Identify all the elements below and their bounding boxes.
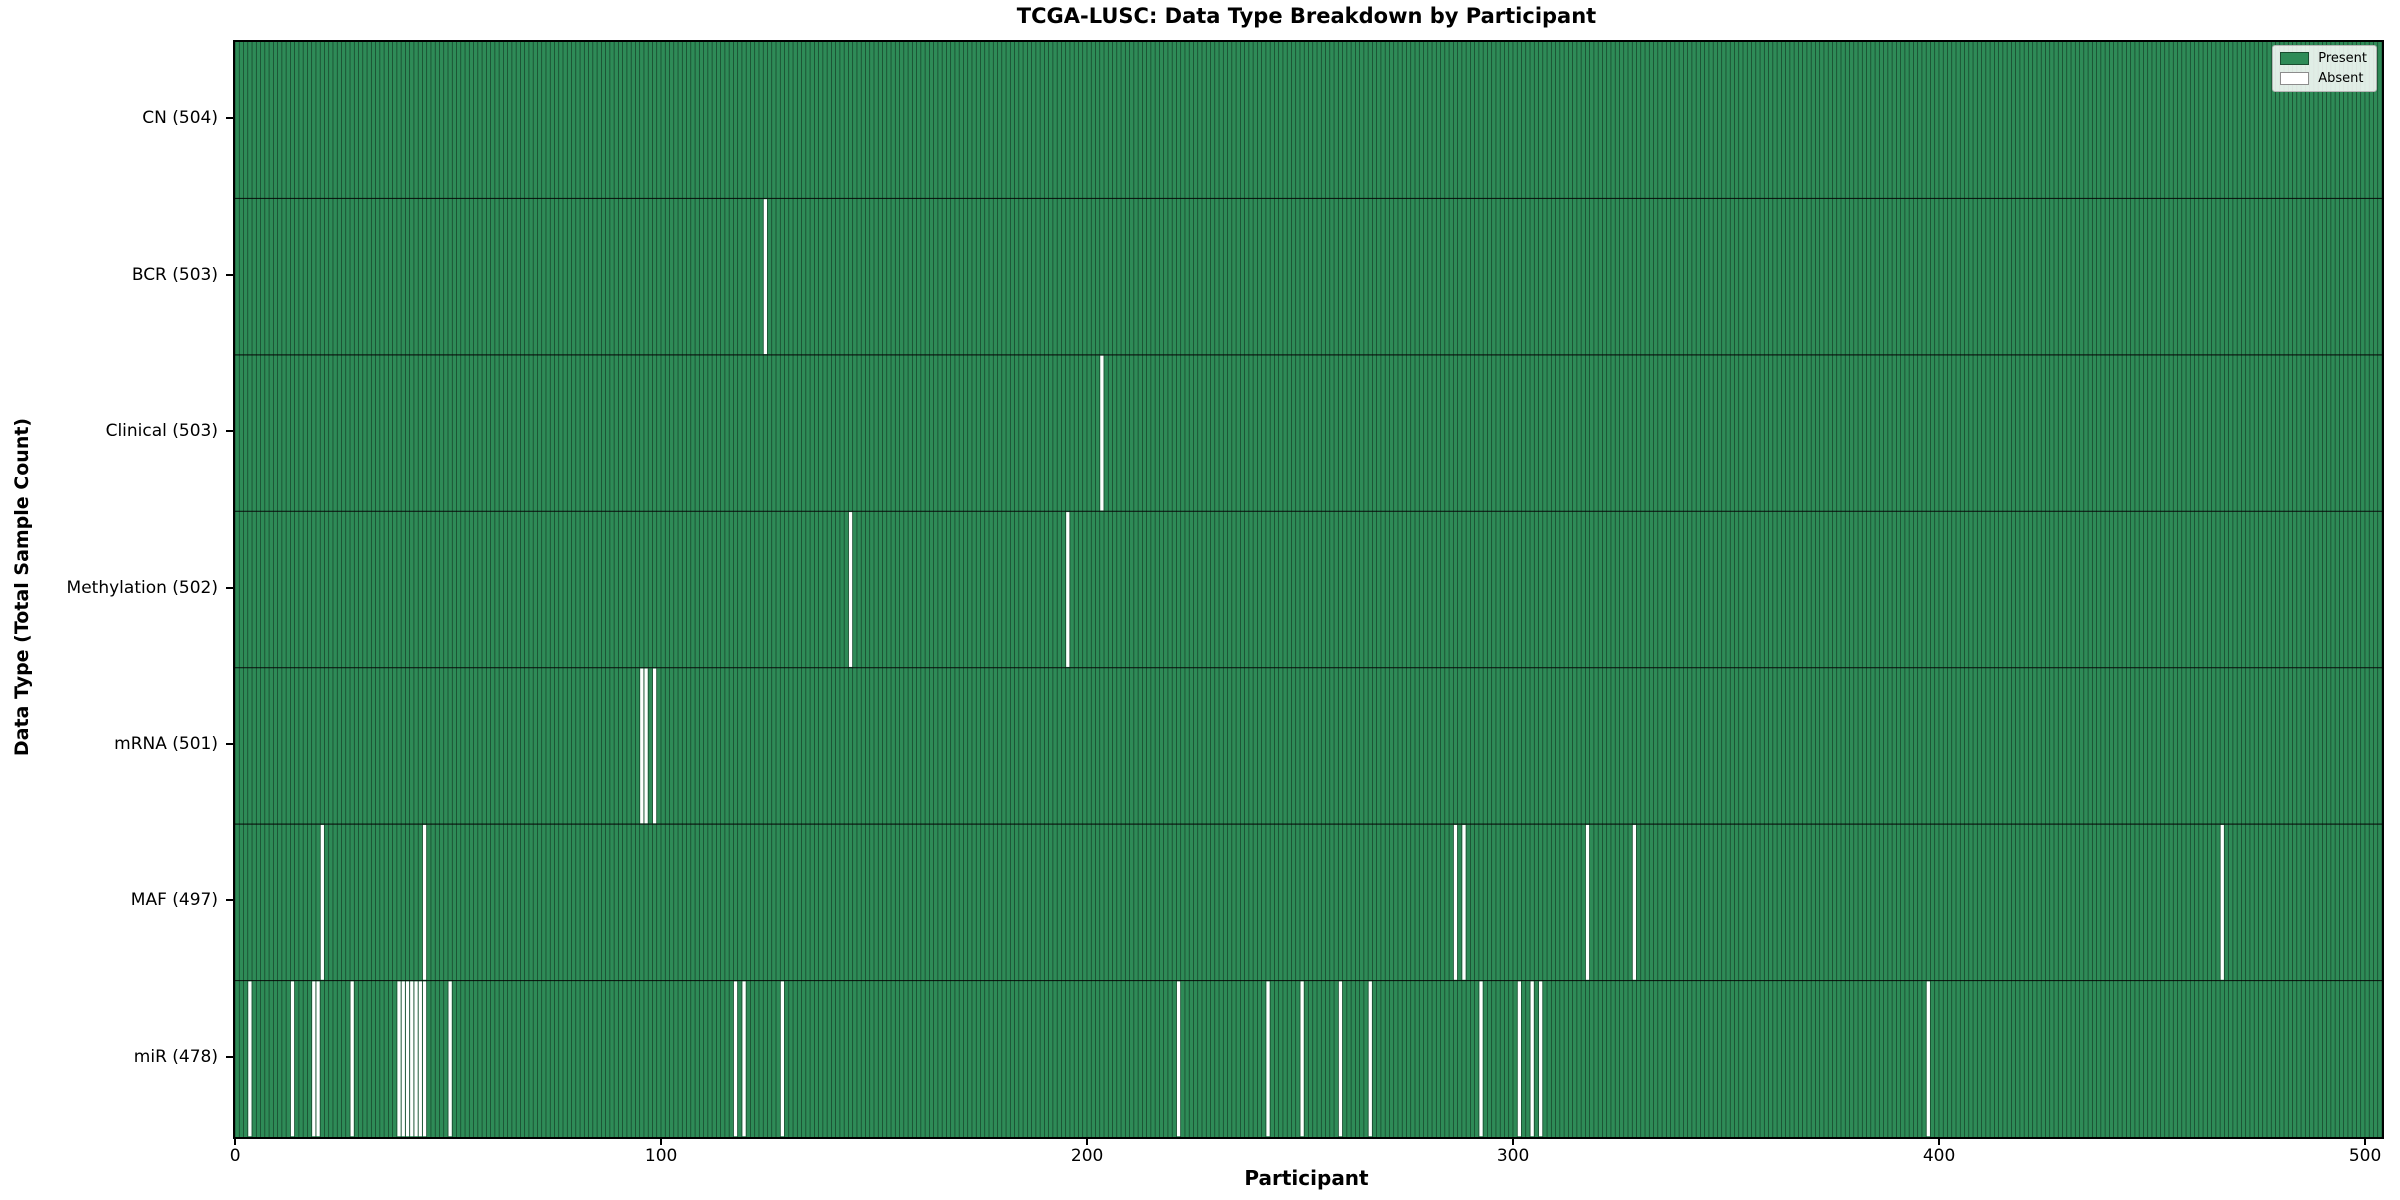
absent-bar <box>733 981 738 1137</box>
legend: Present Absent <box>2272 45 2377 92</box>
x-tick-label-400: 400 <box>1922 1146 1956 1166</box>
present-swatch-icon <box>2280 52 2310 65</box>
absent-bar <box>312 981 316 1137</box>
y-tick-mark <box>226 899 234 902</box>
absent-bar <box>350 981 354 1137</box>
absent-bar <box>763 199 767 355</box>
absent-bar <box>248 981 252 1137</box>
plot-area: Present Absent <box>233 40 2384 1139</box>
absent-bar <box>448 981 452 1137</box>
absent-bar <box>1539 981 1543 1137</box>
x-axis-label: Participant <box>1244 1166 1369 1190</box>
absent-bar <box>640 668 644 824</box>
y-tick-label-Methylation: Methylation (502) <box>66 577 218 598</box>
chart-title: TCGA-LUSC: Data Type Breakdown by Partic… <box>1016 4 1597 28</box>
absent-bar <box>1300 981 1304 1137</box>
absent-bar <box>1462 824 1466 980</box>
absent-bar <box>418 981 422 1137</box>
absent-bar <box>1585 824 1590 980</box>
bar-edges <box>235 667 2382 825</box>
y-tick-label-Clinical: Clinical (503) <box>105 421 218 442</box>
absent-bar <box>320 824 324 980</box>
absent-bar <box>1066 512 1070 667</box>
y-tick-mark <box>226 742 234 745</box>
absent-bar <box>1926 981 1930 1137</box>
x-tick-label-100: 100 <box>644 1146 678 1166</box>
x-tick-mark <box>660 1137 663 1145</box>
absent-bar <box>1479 981 1483 1137</box>
y-tick-mark <box>226 117 234 120</box>
y-tick-label-MAF: MAF (497) <box>130 890 218 911</box>
absent-bar <box>742 981 746 1137</box>
bar-edges <box>235 42 2382 199</box>
x-tick-mark <box>1086 1137 1089 1145</box>
absent-bar <box>652 668 657 824</box>
absent-bar <box>1176 981 1181 1137</box>
y-tick-label-CN: CN (504) <box>142 108 218 129</box>
absent-bar <box>1338 981 1343 1137</box>
bar-edges <box>235 980 2382 1137</box>
bar-edges <box>235 198 2382 355</box>
legend-label-absent: Absent <box>2318 71 2364 86</box>
absent-bar <box>848 512 853 667</box>
absent-bar <box>1368 981 1372 1137</box>
x-tick-label-500: 500 <box>2348 1146 2382 1166</box>
x-tick-mark <box>1512 1137 1515 1145</box>
absent-bar <box>422 981 427 1137</box>
x-tick-label-200: 200 <box>1070 1146 1104 1166</box>
y-tick-mark <box>226 586 234 589</box>
y-tick-label-miR: miR (478) <box>133 1046 218 1067</box>
legend-label-present: Present <box>2318 51 2367 66</box>
bar-edges <box>235 511 2382 668</box>
bar-edges <box>235 824 2382 981</box>
absent-bar <box>397 981 401 1137</box>
legend-entry-absent: Absent <box>2280 71 2367 86</box>
absent-bar <box>1517 981 1521 1137</box>
bar-edges <box>235 354 2382 512</box>
absent-bar <box>1100 355 1104 511</box>
absent-bar <box>1266 981 1270 1137</box>
absent-bar <box>410 981 414 1137</box>
absent-bar <box>401 981 405 1137</box>
x-tick-mark <box>234 1137 237 1145</box>
y-tick-mark <box>226 430 234 433</box>
absent-bar <box>1632 824 1637 980</box>
absent-swatch-icon <box>2280 72 2310 85</box>
absent-bar <box>1530 981 1534 1137</box>
absent-bar <box>2220 824 2224 980</box>
absent-bar <box>405 981 410 1137</box>
heatmap-plot <box>235 42 2382 1137</box>
x-tick-mark <box>1938 1137 1941 1145</box>
absent-bar <box>414 981 418 1137</box>
y-tick-label-BCR: BCR (503) <box>131 264 218 285</box>
absent-bar <box>644 668 648 824</box>
absent-bar <box>422 824 427 980</box>
absent-bar <box>316 981 320 1137</box>
legend-entry-present: Present <box>2280 51 2367 66</box>
absent-bar <box>1453 824 1458 980</box>
y-tick-mark <box>226 273 234 276</box>
absent-bar <box>780 981 785 1137</box>
x-tick-mark <box>2364 1137 2367 1145</box>
y-tick-mark <box>226 1055 234 1058</box>
y-tick-label-mRNA: mRNA (501) <box>114 733 218 754</box>
x-tick-label-300: 300 <box>1496 1146 1530 1166</box>
x-tick-label-0: 0 <box>229 1146 241 1166</box>
absent-bar <box>290 981 295 1137</box>
